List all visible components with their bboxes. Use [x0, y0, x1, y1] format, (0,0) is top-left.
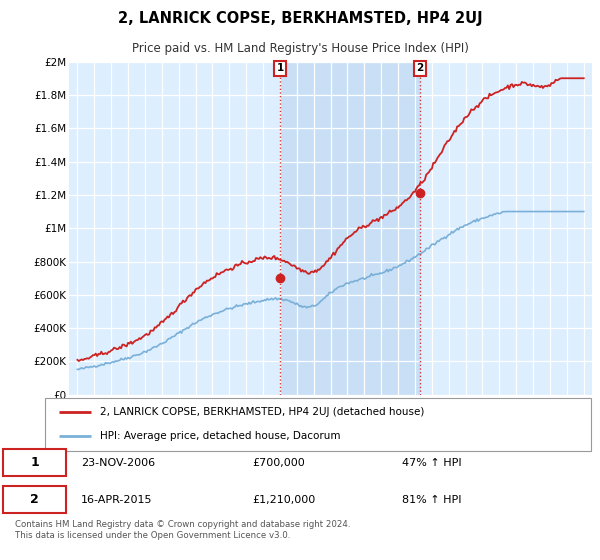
Text: Contains HM Land Registry data © Crown copyright and database right 2024.
This d: Contains HM Land Registry data © Crown c…	[15, 520, 350, 539]
Text: 2, LANRICK COPSE, BERKHAMSTED, HP4 2UJ: 2, LANRICK COPSE, BERKHAMSTED, HP4 2UJ	[118, 11, 482, 26]
Text: 2: 2	[416, 63, 424, 73]
FancyBboxPatch shape	[45, 398, 591, 451]
Text: Price paid vs. HM Land Registry's House Price Index (HPI): Price paid vs. HM Land Registry's House …	[131, 43, 469, 55]
FancyBboxPatch shape	[3, 449, 66, 476]
Text: 1: 1	[31, 456, 39, 469]
FancyBboxPatch shape	[3, 486, 66, 513]
Text: 1: 1	[277, 63, 284, 73]
Text: 81% ↑ HPI: 81% ↑ HPI	[402, 494, 461, 505]
Text: £700,000: £700,000	[252, 458, 305, 468]
Text: 16-APR-2015: 16-APR-2015	[81, 494, 152, 505]
Text: 2: 2	[31, 493, 39, 506]
Text: 23-NOV-2006: 23-NOV-2006	[81, 458, 155, 468]
Text: £1,210,000: £1,210,000	[252, 494, 315, 505]
Text: 2, LANRICK COPSE, BERKHAMSTED, HP4 2UJ (detached house): 2, LANRICK COPSE, BERKHAMSTED, HP4 2UJ (…	[100, 407, 424, 417]
Text: HPI: Average price, detached house, Dacorum: HPI: Average price, detached house, Daco…	[100, 431, 340, 441]
Bar	[280, 62, 420, 395]
Text: 47% ↑ HPI: 47% ↑ HPI	[402, 458, 461, 468]
